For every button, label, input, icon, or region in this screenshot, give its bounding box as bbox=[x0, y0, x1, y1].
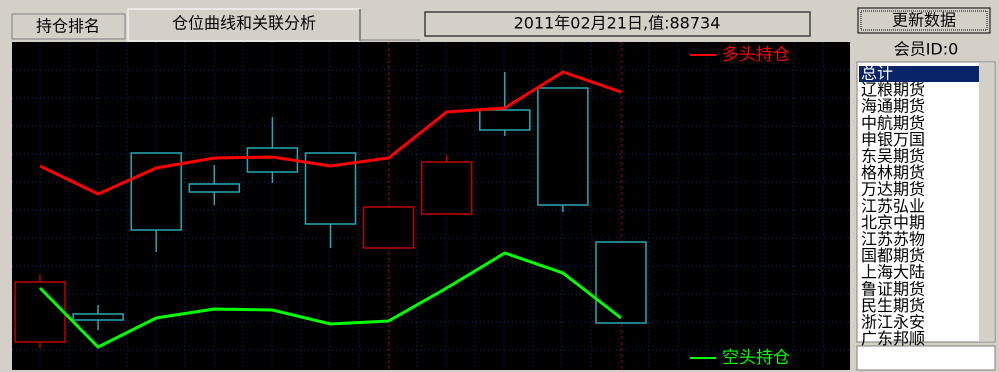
legend-label: 空头持仓 bbox=[722, 348, 790, 368]
member-item[interactable]: 浙江永安 bbox=[861, 313, 925, 332]
status-text: 2011年02月21日,值:88734 bbox=[514, 14, 721, 33]
member-item[interactable]: 中航期货 bbox=[861, 113, 925, 132]
selected-item bbox=[859, 66, 979, 82]
update-button[interactable] bbox=[857, 7, 991, 34]
member-item[interactable]: 总计 bbox=[861, 64, 893, 83]
tab-label[interactable]: 持仓排名 bbox=[36, 17, 100, 36]
input-box[interactable] bbox=[856, 345, 996, 371]
member-item[interactable]: 上海大陆 bbox=[861, 263, 925, 282]
candle-body bbox=[362, 206, 415, 249]
member-item[interactable]: 东吴期货 bbox=[861, 147, 925, 166]
member-label: 会员ID:0 bbox=[894, 40, 959, 59]
candle-body bbox=[595, 241, 647, 324]
member-item[interactable]: 北京中期 bbox=[861, 213, 925, 232]
candle-body bbox=[479, 109, 531, 131]
member-item[interactable]: 国都期货 bbox=[861, 246, 925, 265]
member-item[interactable]: 辽粮期货 bbox=[861, 80, 925, 99]
member-item[interactable]: 鲁证期货 bbox=[861, 279, 925, 298]
candle-body bbox=[14, 281, 66, 343]
series-line bbox=[38, 251, 622, 349]
status-box bbox=[424, 11, 811, 37]
member-item[interactable]: 江苏弘业 bbox=[861, 196, 925, 215]
member-item[interactable]: 江苏苏物 bbox=[861, 230, 925, 249]
tab[interactable] bbox=[11, 13, 126, 40]
candle-body bbox=[420, 161, 473, 215]
candle-body bbox=[72, 313, 124, 321]
legend-label: 多头持仓 bbox=[722, 45, 790, 65]
member-item[interactable]: 申银万国 bbox=[861, 130, 925, 149]
member-list bbox=[856, 61, 996, 343]
candle-body bbox=[188, 183, 241, 193]
series-line bbox=[39, 70, 622, 196]
candle-body bbox=[537, 87, 589, 206]
button-focus bbox=[860, 10, 988, 31]
button-label[interactable]: 更新数据 bbox=[892, 11, 956, 30]
list-items: 总计辽粮期货海通期货中航期货申银万国东吴期货格林期货万达期货江苏弘业北京中期江苏… bbox=[859, 64, 979, 348]
member-item[interactable]: 海通期货 bbox=[861, 97, 925, 116]
member-item[interactable]: 格林期货 bbox=[861, 163, 925, 182]
member-item[interactable]: 民生期货 bbox=[861, 296, 925, 315]
scrollbar[interactable] bbox=[979, 63, 994, 341]
member-item[interactable]: 万达期货 bbox=[861, 180, 925, 199]
tab-active[interactable] bbox=[127, 8, 361, 42]
tab-label[interactable]: 仓位曲线和关联分析 bbox=[172, 14, 316, 33]
member-item[interactable]: 广东邦顺 bbox=[861, 329, 925, 348]
